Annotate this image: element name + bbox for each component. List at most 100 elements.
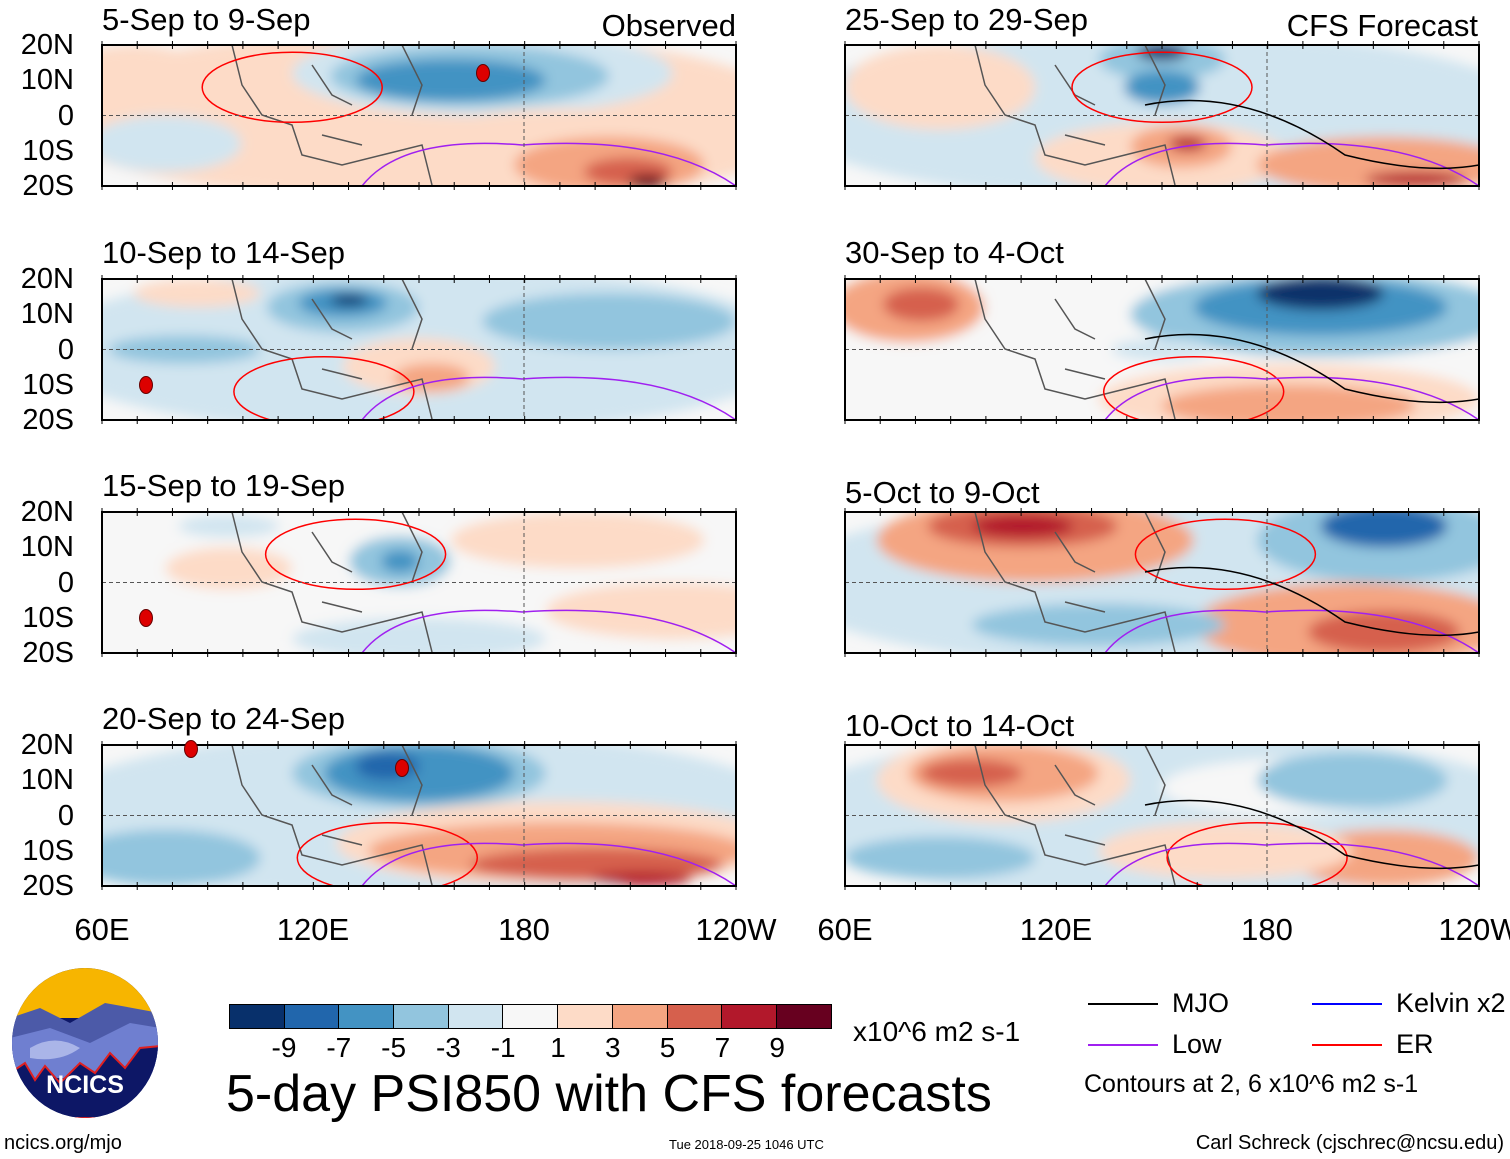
anomaly-region (628, 174, 667, 186)
low-contour (1104, 376, 1479, 420)
anomaly-region (1162, 384, 1416, 420)
coastline (231, 45, 433, 186)
lat-label: 20S (22, 870, 74, 903)
anomaly-region (883, 287, 960, 322)
map-panel (844, 41, 1480, 190)
lat-label: 10N (20, 298, 74, 331)
anomaly-region (545, 582, 736, 639)
lon-label: 120W (1438, 912, 1510, 947)
lat-label: 0 (57, 799, 74, 832)
legend-label: Kelvin x2 (1396, 988, 1506, 1018)
psi850-map (101, 508, 737, 657)
anomaly-region (102, 115, 242, 172)
tropical-cyclone-icon (139, 609, 153, 627)
coastline (974, 745, 1176, 886)
colorbar-swatch (503, 1005, 559, 1028)
anomaly-region (1257, 136, 1479, 186)
anomaly-region (1098, 822, 1353, 879)
er-contour (1134, 518, 1317, 591)
lon-label: 120E (276, 912, 350, 947)
low-contour (361, 609, 736, 653)
colorbar-swatch (612, 1005, 668, 1028)
er-contour (1071, 51, 1253, 124)
colorbar-swatch (284, 1005, 340, 1028)
colorbar-label: 1 (550, 1032, 566, 1063)
colorbar-swatch (667, 1005, 723, 1028)
er-contour (264, 518, 447, 591)
lat-label: 10S (22, 601, 74, 634)
lat-label: 0 (57, 99, 74, 132)
colorbar-swatch (230, 1005, 285, 1028)
tropical-cyclone-icon (476, 64, 490, 82)
psi850-map (101, 275, 737, 424)
anomaly-region (450, 512, 705, 569)
low-contour (1104, 142, 1479, 186)
map-panel (101, 41, 737, 190)
colorbar-label: -1 (490, 1032, 516, 1063)
tropical-cyclone-icon (139, 376, 153, 394)
anomaly-region (380, 550, 420, 573)
low-contour (1104, 609, 1479, 653)
anomaly-region (1364, 171, 1467, 186)
legend-line (1312, 1044, 1382, 1046)
legend-label: MJO (1172, 988, 1229, 1018)
lon-label: 60E (817, 912, 873, 947)
lat-label: 20N (20, 729, 74, 761)
panel-title: 10-Oct to 14-Oct (845, 708, 1075, 743)
anomaly-region (355, 752, 419, 781)
mjo-contour (1144, 799, 1479, 870)
lat-label: 10S (22, 368, 74, 401)
anomaly-region (1123, 70, 1201, 105)
colorbar-label: -7 (326, 1032, 352, 1063)
legend-line (1088, 1044, 1158, 1046)
lat-label: 10N (20, 531, 74, 564)
anomaly-region (971, 514, 1074, 538)
lon-label: 120W (695, 912, 777, 947)
anomaly-region (1320, 512, 1448, 548)
psi850-map (844, 41, 1480, 190)
tropical-cyclone-icon (395, 759, 409, 777)
map-panel (844, 508, 1480, 657)
colorbar-label: -5 (381, 1032, 407, 1063)
lon-label: 180 (1241, 912, 1293, 947)
svg-text:NCICS: NCICS (46, 1071, 124, 1099)
low-contour (1104, 842, 1479, 886)
colorbar (229, 1004, 832, 1029)
psi850-map (844, 275, 1480, 424)
psi850-map (844, 508, 1480, 657)
er-contour (1166, 822, 1348, 886)
lat-label: 10S (22, 834, 74, 867)
panel-title: 5-Sep to 9-Sep (102, 2, 311, 37)
lat-label: 20N (20, 29, 74, 61)
map-panel (101, 508, 737, 657)
colorbar-swatch (558, 1005, 613, 1028)
legend-label: ER (1396, 1029, 1434, 1059)
lon-label: 60E (74, 912, 130, 947)
colorbar-units: x10^6 m2 s-1 (853, 1016, 1021, 1047)
lon-label: 120E (1019, 912, 1093, 947)
psi850-map (101, 741, 737, 890)
er-contour (201, 51, 383, 124)
anomaly-region (355, 59, 546, 102)
anomaly-region (330, 294, 369, 306)
colorbar-label: 9 (769, 1032, 785, 1063)
footer-url[interactable]: ncics.org/mjo (4, 1132, 122, 1154)
colorbar-swatch (776, 1005, 831, 1028)
colorbar-swatch (339, 1005, 395, 1028)
footer-timestamp: Tue 2018-09-25 1046 UTC (669, 1137, 824, 1152)
lat-label: 0 (57, 333, 74, 366)
panel-title: 10-Sep to 14-Sep (102, 235, 346, 270)
colorbar-label: 3 (605, 1032, 621, 1063)
panel-title: 20-Sep to 24-Sep (102, 701, 346, 736)
coastline (974, 512, 1176, 653)
lat-label: 0 (57, 566, 74, 599)
er-contour (296, 822, 479, 886)
low-contour (361, 142, 736, 186)
er-contour (233, 356, 415, 420)
coastline (231, 279, 433, 420)
legend-line (1088, 1003, 1158, 1005)
low-contour (361, 842, 736, 886)
low-contour (361, 376, 736, 420)
coastline (231, 512, 433, 653)
contours-note: Contours at 2, 6 x10^6 m2 s-1 (1084, 1070, 1419, 1098)
